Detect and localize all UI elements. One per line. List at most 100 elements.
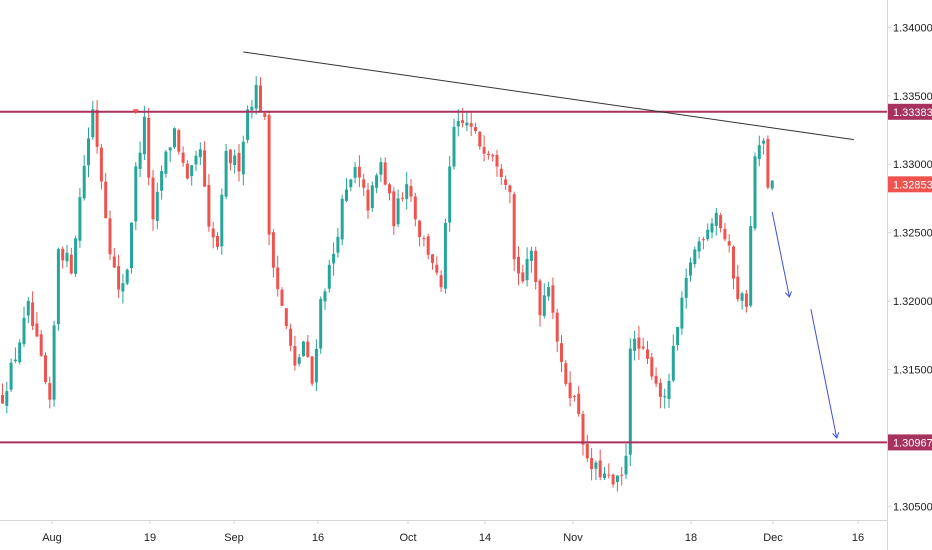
last-price-tag: [888, 176, 932, 193]
candle-body: [594, 462, 598, 469]
last-price-tag-label: 1.32853: [893, 179, 932, 191]
candle-body: [452, 126, 456, 167]
candle-body: [719, 215, 723, 229]
candle-body: [246, 109, 250, 140]
candle-body: [697, 241, 701, 252]
projection-arrow-line[interactable]: [771, 212, 790, 298]
candle-body: [185, 163, 189, 179]
candle-body: [349, 179, 353, 188]
candle-body: [590, 457, 594, 470]
candle-body: [486, 153, 490, 156]
candle-body: [164, 151, 168, 174]
candle-body: [65, 252, 69, 262]
candle-body: [310, 356, 314, 384]
candle-body: [598, 460, 602, 478]
projection-arrow-line[interactable]: [810, 309, 838, 438]
candle-body: [757, 145, 761, 160]
time-tick-label: 18: [685, 532, 697, 544]
time-tick-label: Oct: [399, 532, 416, 544]
candle-body: [581, 413, 585, 445]
candle-body: [233, 155, 237, 166]
candle-body: [491, 154, 495, 157]
candle-body: [336, 236, 340, 253]
candle-body: [727, 241, 731, 246]
candle-body: [297, 357, 301, 364]
candle-body: [104, 181, 108, 219]
candle-body: [405, 184, 409, 199]
candle-body: [620, 474, 624, 476]
trendline[interactable]: [243, 51, 854, 141]
candle-body: [465, 122, 469, 126]
candle-body: [340, 198, 344, 240]
candle-body: [680, 297, 684, 329]
price-tick-label: 1.32000: [893, 296, 932, 308]
candle-body: [207, 185, 211, 227]
candle-body: [74, 238, 78, 274]
candle-body: [216, 236, 219, 247]
candle-body: [26, 300, 30, 316]
marker-triangle: [132, 109, 139, 115]
price-tick-label: 1.30500: [893, 501, 932, 513]
candle-body: [689, 262, 692, 276]
candle-body: [177, 130, 181, 152]
candle-body: [512, 194, 516, 260]
candle-body: [749, 225, 753, 306]
candle-body: [160, 171, 164, 191]
time-tick-label: 14: [479, 532, 491, 544]
candle-body: [684, 277, 688, 298]
candle-body: [142, 116, 146, 155]
candle-body: [611, 474, 615, 485]
candle-body: [650, 357, 654, 377]
price-tick-label: 1.31500: [893, 364, 932, 376]
candle-body: [474, 127, 477, 132]
candle-body: [117, 266, 121, 290]
candle-body: [375, 175, 379, 188]
candle-body: [327, 264, 331, 289]
candle-body: [658, 382, 662, 397]
candle-body: [572, 395, 576, 397]
candle-body: [469, 123, 473, 127]
candle-body: [736, 276, 740, 300]
candle-body: [267, 115, 271, 235]
candle-body: [56, 249, 60, 325]
candle-body: [276, 267, 280, 290]
candle-body: [259, 85, 262, 112]
candle-body: [323, 291, 327, 302]
time-axis[interactable]: Aug 19 Sep 16 Oct 14 Nov 18 Dec 16: [42, 520, 864, 544]
candle-body: [357, 166, 361, 178]
candle-body: [319, 299, 323, 349]
candle-body: [379, 162, 383, 175]
candle-body: [676, 326, 680, 346]
candle-body: [547, 287, 551, 297]
candle-body: [306, 341, 310, 357]
candle-body: [366, 189, 370, 211]
candle-body: [603, 473, 606, 478]
candle-body: [87, 138, 90, 166]
candle-body: [637, 337, 641, 349]
candle-body: [125, 269, 129, 284]
candle-body: [22, 317, 26, 345]
candle-body: [383, 162, 387, 185]
candle-body: [482, 147, 486, 154]
candle-body: [388, 184, 391, 194]
candle-body: [9, 362, 13, 390]
resistance-tag-label: 1.33383: [893, 107, 932, 119]
candle-body: [302, 341, 305, 357]
candle-body: [740, 293, 744, 301]
candle-body: [250, 106, 254, 111]
support-tag: [888, 434, 932, 451]
candle-body: [39, 334, 43, 356]
candle-body: [641, 346, 645, 349]
price-tags: 1.33383 1.30967 1.32853: [888, 103, 932, 451]
price-axis[interactable]: 1.34000 1.33500 1.33000 1.32500 1.32000 1.315…: [887, 22, 932, 513]
candle-body: [770, 180, 774, 189]
candle-body: [168, 147, 172, 151]
candle-body: [431, 254, 434, 263]
candle-body: [194, 155, 198, 165]
candle-body: [529, 250, 533, 261]
candle-body: [607, 474, 611, 476]
candle-body: [413, 196, 417, 220]
